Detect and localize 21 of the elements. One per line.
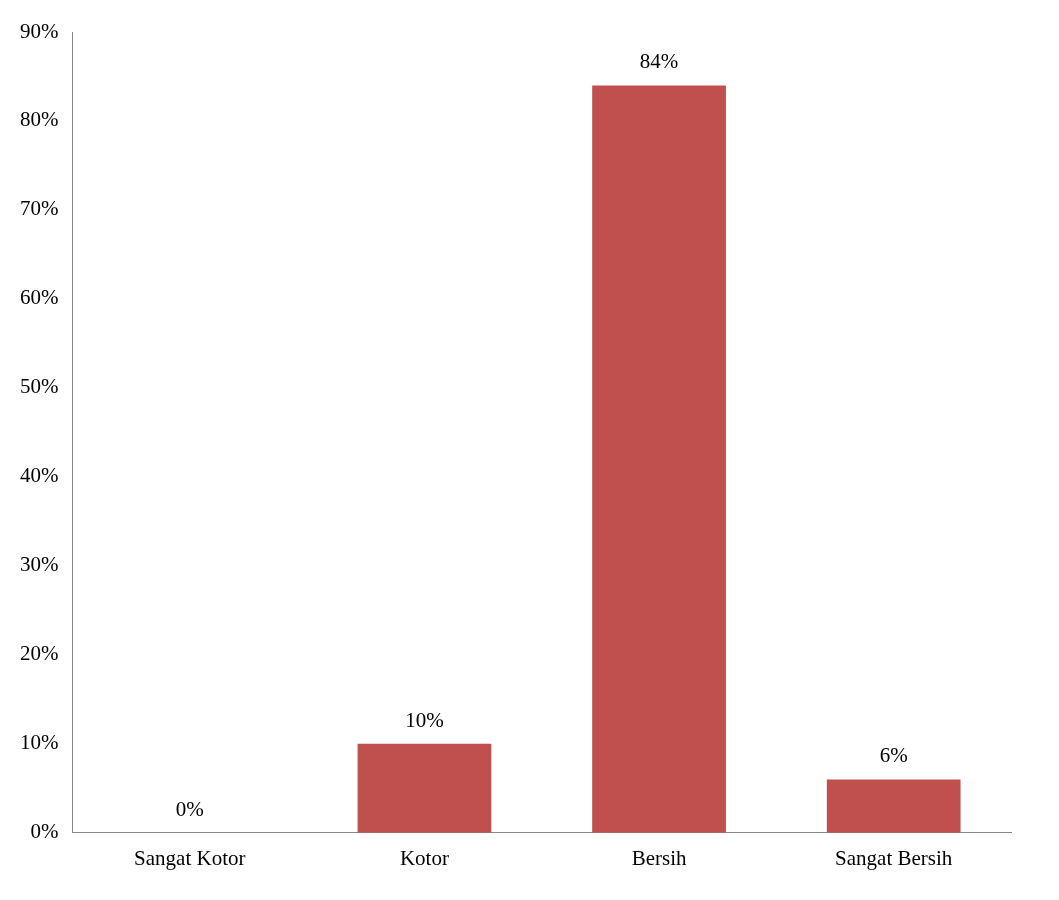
data-label: 10% xyxy=(405,707,444,732)
y-tick-label: 0% xyxy=(30,819,59,844)
data-label: 84% xyxy=(639,49,679,74)
bar xyxy=(592,85,726,833)
x-tick-label: Bersih xyxy=(631,845,687,870)
y-tick-label: 30% xyxy=(19,552,59,577)
y-tick-label: 70% xyxy=(19,196,59,221)
y-tick-label: 90% xyxy=(19,18,59,43)
y-tick-label: 80% xyxy=(19,107,59,132)
x-tick-label: Sangat Kotor xyxy=(134,845,246,870)
y-tick-label: 20% xyxy=(19,641,59,666)
y-tick-label: 60% xyxy=(19,285,59,310)
y-tick-label: 10% xyxy=(19,730,59,755)
bar xyxy=(826,779,961,833)
x-tick-label: Kotor xyxy=(399,845,449,870)
y-tick-label: 40% xyxy=(19,463,59,488)
bar xyxy=(357,743,492,833)
data-label: 6% xyxy=(879,743,908,768)
data-label: 0% xyxy=(175,796,204,821)
y-tick-label: 50% xyxy=(19,374,59,399)
x-tick-label: Sangat Bersih xyxy=(835,845,953,870)
